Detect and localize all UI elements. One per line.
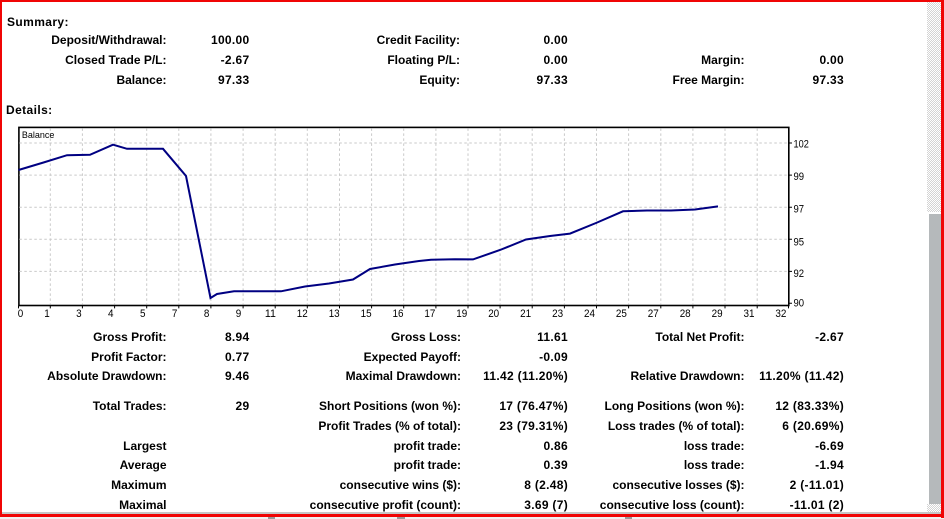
svg-text:11: 11: [265, 308, 276, 320]
svg-text:8: 8: [204, 308, 210, 320]
svg-text:0: 0: [18, 308, 24, 320]
svg-text:9: 9: [236, 308, 242, 320]
svg-text:92: 92: [794, 268, 805, 280]
svg-text:27: 27: [648, 308, 659, 320]
svg-text:90: 90: [794, 298, 805, 310]
svg-text:17: 17: [424, 308, 435, 320]
svg-text:1: 1: [44, 308, 50, 320]
svg-text:13: 13: [329, 308, 340, 320]
svg-text:5: 5: [140, 308, 146, 320]
svg-text:21: 21: [520, 308, 531, 320]
svg-text:19: 19: [456, 308, 467, 320]
svg-text:95: 95: [794, 237, 805, 249]
svg-text:31: 31: [744, 308, 755, 320]
svg-text:28: 28: [680, 308, 691, 320]
svg-text:102: 102: [794, 139, 809, 151]
svg-text:7: 7: [172, 308, 178, 320]
svg-text:20: 20: [488, 308, 499, 320]
svg-text:32: 32: [775, 308, 786, 320]
svg-text:12: 12: [297, 308, 308, 320]
svg-text:3: 3: [76, 308, 82, 320]
svg-text:Balance: Balance: [22, 130, 55, 140]
svg-text:29: 29: [712, 308, 723, 320]
svg-text:97: 97: [794, 204, 805, 216]
svg-text:16: 16: [393, 308, 404, 320]
svg-text:15: 15: [361, 308, 372, 320]
svg-text:99: 99: [794, 171, 805, 183]
svg-text:4: 4: [108, 308, 114, 320]
svg-text:24: 24: [584, 308, 595, 320]
svg-text:23: 23: [552, 308, 563, 320]
svg-text:25: 25: [616, 308, 627, 320]
